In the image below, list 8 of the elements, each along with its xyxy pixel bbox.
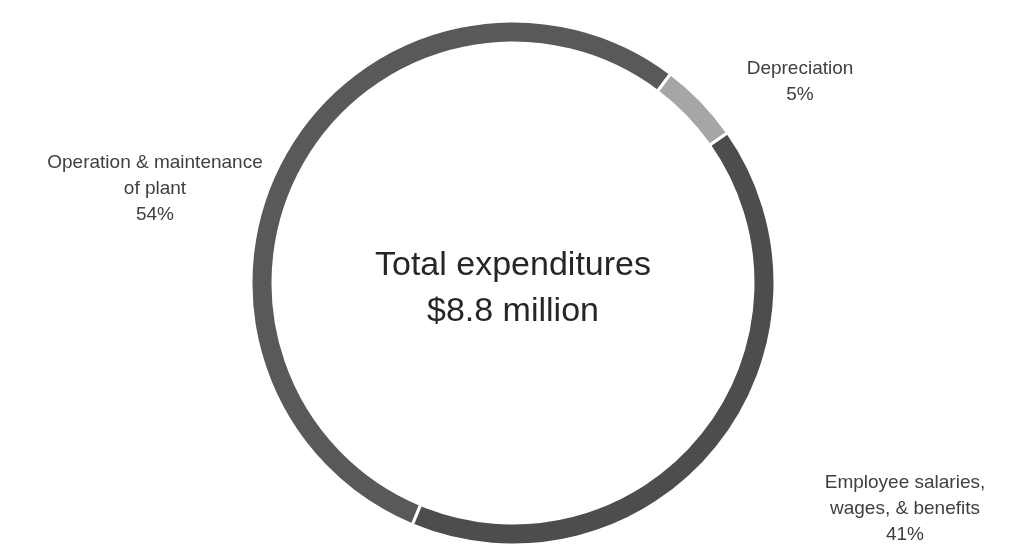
slice-label: Depreciation [746,57,854,78]
data-label: 5% [786,83,814,104]
data-label: 41% [885,523,925,544]
data-label: 54% [135,203,175,224]
text: Total expenditures [375,244,651,282]
text: $8.8 million [427,290,599,328]
slice-label: Employee salaries, wages, & benefits [824,471,986,518]
slice-label: Operation & maintenance of plant [47,151,263,198]
